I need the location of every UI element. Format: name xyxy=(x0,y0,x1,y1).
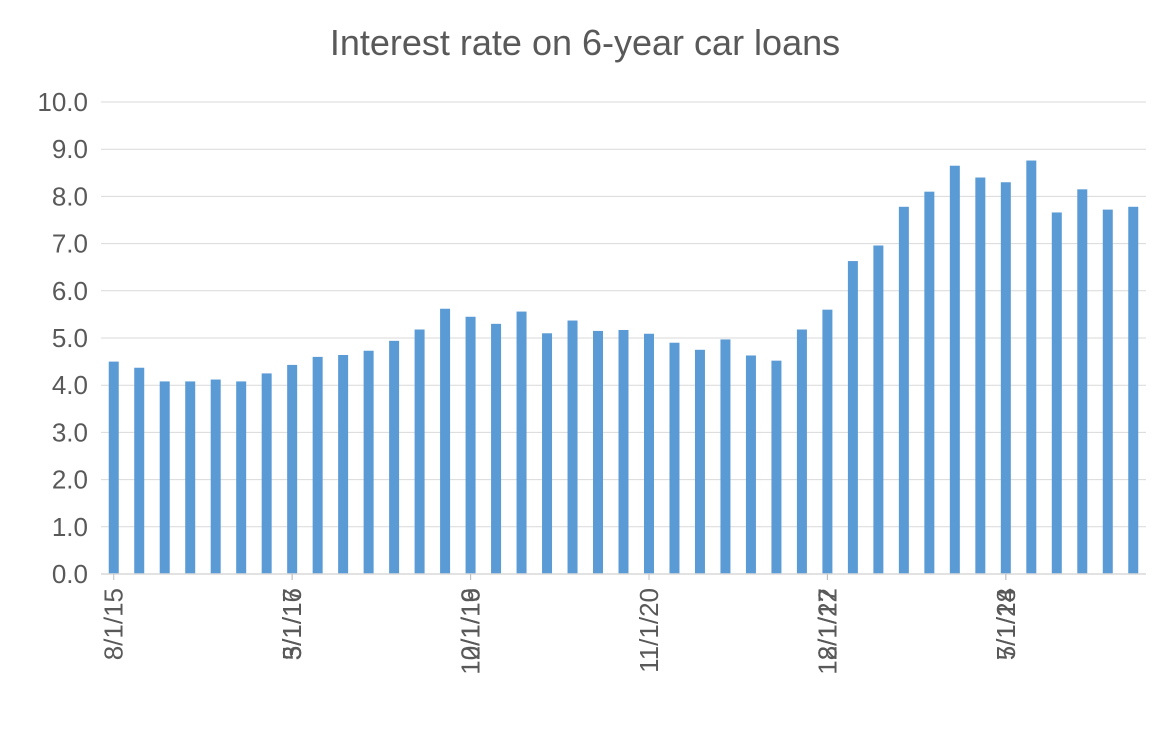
bar xyxy=(796,329,807,574)
y-tick-label: 4.0 xyxy=(52,370,88,400)
bar xyxy=(1077,189,1088,574)
bar xyxy=(108,361,119,574)
bar xyxy=(465,316,476,574)
bars xyxy=(108,160,1139,575)
bar xyxy=(720,339,731,574)
y-tick-label: 8.0 xyxy=(52,181,88,211)
bar xyxy=(542,333,553,574)
y-tick-label: 1.0 xyxy=(52,512,88,542)
y-axis-labels: 0.0 1.0 2.0 3.0 4.0 5.0 6.0 7.0 8.0 9.0 10.0 xyxy=(37,87,88,589)
bar xyxy=(185,381,196,574)
y-tick-label: 7.0 xyxy=(52,229,88,259)
bar xyxy=(618,329,629,574)
bar xyxy=(898,206,909,574)
y-tick-label: 9.0 xyxy=(52,134,88,164)
bar xyxy=(210,379,221,574)
y-tick-label: 2.0 xyxy=(52,465,88,495)
bar xyxy=(261,373,272,574)
x-axis xyxy=(101,573,1146,580)
bar xyxy=(414,329,425,574)
bar xyxy=(694,349,705,574)
x-tick-label: 7/1/18 xyxy=(991,588,1021,660)
x-tick-label: 3/1/16 xyxy=(277,588,307,660)
bar xyxy=(159,381,170,574)
y-tick-label: 6.0 xyxy=(52,276,88,306)
bar xyxy=(363,350,374,574)
bar xyxy=(1026,160,1037,574)
bar xyxy=(389,340,400,574)
bar xyxy=(873,245,884,574)
bar xyxy=(491,323,502,574)
bar xyxy=(1128,206,1139,574)
x-tick-label: 8/1/15 xyxy=(99,588,129,660)
y-tick-label: 5.0 xyxy=(52,323,88,353)
bar xyxy=(593,330,604,574)
bar xyxy=(975,177,986,574)
bar xyxy=(771,360,782,574)
x-tick-label: 10/1/16 xyxy=(456,588,486,675)
bar xyxy=(669,342,680,574)
bar xyxy=(847,261,858,574)
bar xyxy=(516,311,527,574)
bar xyxy=(440,308,451,574)
bar xyxy=(822,309,833,574)
bar xyxy=(1000,182,1011,575)
bar xyxy=(1102,209,1113,574)
x-tick-label: 2/1/19 xyxy=(456,588,486,660)
bar xyxy=(643,333,654,574)
y-tick-label: 10.0 xyxy=(37,87,88,117)
bar xyxy=(567,320,578,574)
x-axis-labels: 8/1/15 3/1/16 10/1/16 5/1/17 12/1/17 7/1/18 2/… xyxy=(99,588,1021,675)
bar xyxy=(338,354,349,574)
bar xyxy=(312,356,323,574)
x-tick-label: 5/1/24 xyxy=(991,588,1021,660)
bar xyxy=(745,355,756,574)
x-tick-label: 12/1/17 xyxy=(812,588,842,675)
x-tick-label: 8/1/22 xyxy=(812,588,842,660)
bar xyxy=(949,165,960,574)
chart-title: Interest rate on 6-year car loans xyxy=(329,22,841,63)
bar xyxy=(1051,212,1062,574)
bar xyxy=(287,364,298,574)
y-tick-label: 3.0 xyxy=(52,417,88,447)
bar xyxy=(236,381,247,574)
y-tick-label: 0.0 xyxy=(52,559,88,589)
x-tick-label: 11/1/20 xyxy=(634,588,664,673)
bar xyxy=(924,191,935,574)
bar xyxy=(134,367,145,574)
x-tick-label: 5/1/17 xyxy=(277,588,307,660)
